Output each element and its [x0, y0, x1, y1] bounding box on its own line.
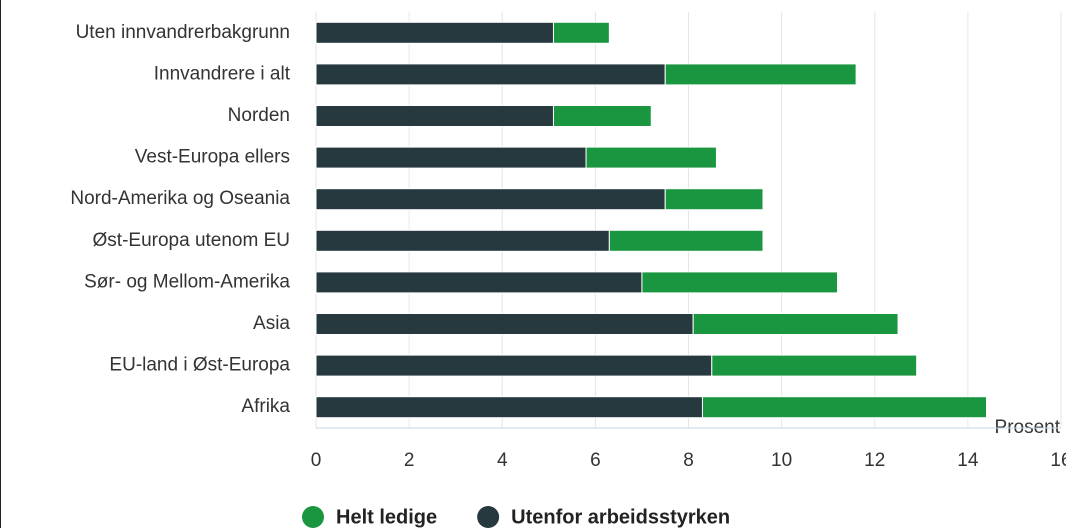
legend-text: Helt ledige	[336, 506, 437, 528]
x-tick-label: 12	[864, 450, 885, 471]
legend-marker	[477, 506, 500, 528]
y-tick-label: EU-land i Øst-Europa	[109, 355, 290, 376]
y-tick-label: Afrika	[241, 396, 290, 417]
x-tick-label: 0	[311, 450, 322, 471]
bar	[608, 229, 764, 252]
bar	[552, 21, 610, 44]
bar	[664, 63, 857, 86]
y-tick-label: Asia	[253, 313, 290, 334]
bar	[315, 21, 554, 44]
bar	[315, 396, 703, 419]
x-tick-label: 16	[1050, 450, 1066, 471]
bar	[552, 105, 652, 127]
y-tick-label: Uten innvandrerbakgrunn	[76, 22, 290, 43]
bar	[315, 354, 713, 377]
bar	[641, 271, 838, 294]
bar	[315, 146, 587, 169]
y-tick-label: Sør- og Mellom-Amerika	[84, 271, 290, 292]
legend-marker	[302, 506, 324, 528]
bar	[315, 229, 610, 252]
y-tick-label: Norden	[228, 105, 290, 126]
bar	[664, 188, 764, 211]
bar	[692, 313, 899, 335]
bar	[315, 313, 694, 335]
x-tick-label: 6	[590, 450, 601, 471]
bar	[315, 271, 643, 294]
bar	[315, 105, 554, 127]
bar	[701, 396, 987, 419]
bar	[585, 146, 717, 169]
y-tick-label: Nord-Amerika og Oseania	[70, 188, 290, 209]
bar	[315, 188, 666, 211]
x-tick-label: 8	[683, 450, 694, 471]
y-tick-label: Vest-Europa ellers	[135, 147, 290, 168]
x-tick-label: 2	[404, 450, 415, 471]
x-tick-label: 14	[957, 450, 979, 471]
x-tick-label: 10	[771, 450, 792, 471]
x-tick-label: 4	[497, 450, 508, 471]
bar	[315, 63, 666, 86]
legend-text: Utenfor arbeidsstyrken	[511, 506, 730, 528]
y-tick-label: Innvandrere i alt	[154, 63, 291, 84]
bar	[711, 354, 918, 377]
y-tick-label: Øst-Europa utenom EU	[93, 230, 290, 251]
